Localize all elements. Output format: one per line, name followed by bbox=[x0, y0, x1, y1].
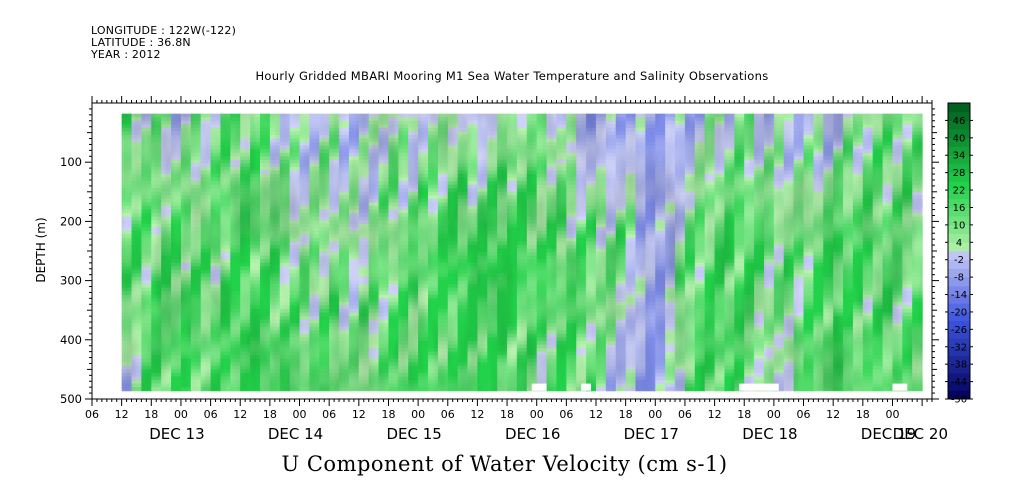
latitude-label: LATITUDE : 36.8N bbox=[91, 36, 191, 49]
year-label: YEAR : 2012 bbox=[91, 48, 161, 61]
chart-title: Hourly Gridded MBARI Mooring M1 Sea Wate… bbox=[255, 69, 769, 83]
longitude-label: LONGITUDE : 122W(-122) bbox=[91, 24, 237, 37]
